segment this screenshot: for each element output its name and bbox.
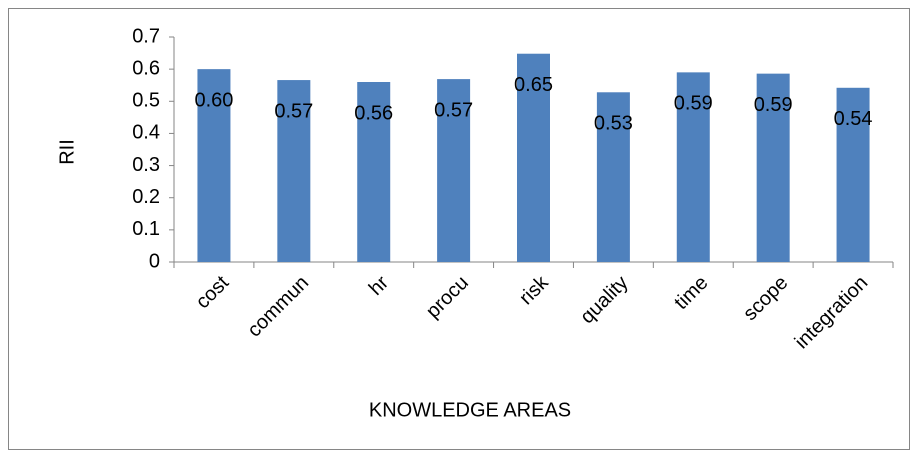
y-tick-label: 0.5 — [132, 90, 160, 112]
data-label: 0.59 — [754, 94, 793, 116]
data-label: 0.56 — [354, 102, 393, 124]
data-label: 0.57 — [274, 100, 313, 122]
bar — [197, 69, 231, 263]
bar — [676, 72, 710, 262]
y-tick-label: 0.6 — [132, 57, 160, 79]
bar — [756, 73, 790, 263]
x-axis-title: KNOWLEDGE AREAS — [369, 399, 571, 421]
bar — [596, 92, 630, 263]
y-tick-label: 0.7 — [132, 25, 160, 47]
y-tick-label: 0.3 — [132, 154, 160, 176]
y-tick-label: 0.1 — [132, 218, 160, 240]
data-label: 0.54 — [834, 108, 873, 130]
data-label: 0.53 — [594, 113, 633, 135]
bar — [836, 87, 870, 263]
data-label: 0.65 — [514, 74, 553, 96]
bar — [437, 79, 471, 262]
data-label: 0.59 — [674, 93, 713, 115]
y-tick-label: 0 — [149, 250, 160, 272]
y-tick-label: 0.4 — [132, 122, 160, 144]
bar — [517, 53, 550, 262]
bar — [357, 82, 391, 262]
data-label: 0.57 — [434, 99, 473, 121]
data-label: 0.60 — [194, 89, 233, 111]
bar — [277, 80, 311, 262]
y-tick-label: 0.2 — [132, 186, 160, 208]
y-axis-title: RII — [56, 139, 78, 165]
